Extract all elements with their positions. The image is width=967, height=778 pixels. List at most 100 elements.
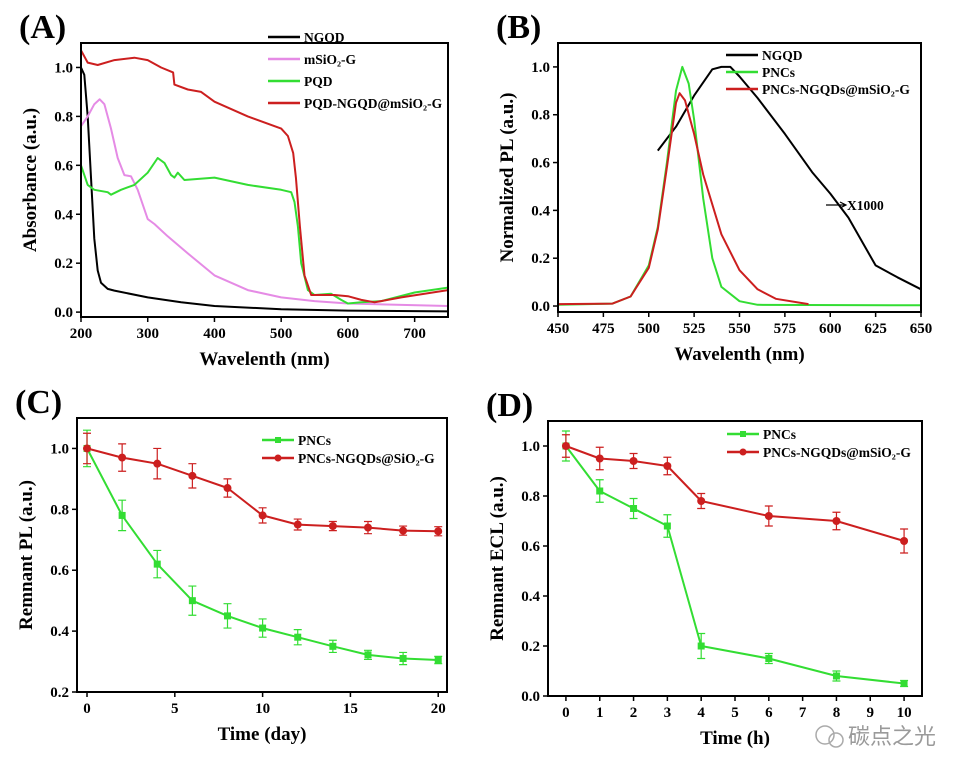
panel-label: (D) bbox=[486, 387, 533, 424]
x-tick-label: 20 bbox=[431, 701, 446, 717]
data-point bbox=[832, 517, 841, 525]
x-tick-label: 400 bbox=[203, 326, 226, 342]
y-tick-label: 0.6 bbox=[54, 158, 73, 174]
x-tick-label: 5 bbox=[731, 705, 739, 721]
x-axis-label: Time (h) bbox=[700, 728, 770, 749]
y-tick-label: 0.8 bbox=[50, 502, 69, 518]
y-tick-label: 0.2 bbox=[531, 251, 550, 267]
legend-marker bbox=[739, 448, 747, 456]
legend-label: PNCs bbox=[763, 427, 796, 442]
legend-label: PNCs-NGQDs@SiO₂-G bbox=[298, 451, 435, 466]
data-point bbox=[561, 442, 570, 450]
panel-c: (C) 0 5 10 15 20 0.2 0.4 0.6 0.8 1.0 Time (day) Remn… bbox=[15, 384, 448, 745]
panel-a: (A) 200 300 400 500 600 700 0.0 0.2 0.4 0.6 0.8 1.0 W… bbox=[19, 9, 449, 370]
plot-area bbox=[81, 49, 448, 313]
x-tick-label: 10 bbox=[897, 705, 912, 721]
y-tick-label: 0.0 bbox=[54, 305, 73, 321]
y-tick-label: 0.2 bbox=[521, 639, 540, 655]
data-point bbox=[434, 527, 443, 536]
plot-area bbox=[558, 65, 921, 307]
y-tick-label: 1.0 bbox=[50, 441, 69, 457]
y-tick-label: 0.6 bbox=[50, 563, 69, 579]
wechat-icon bbox=[815, 725, 835, 745]
x-tick-label: 1 bbox=[596, 705, 604, 721]
legend-marker bbox=[740, 431, 746, 437]
data-point bbox=[118, 511, 126, 519]
x-tick-label: 15 bbox=[343, 701, 358, 717]
y-tick-label: 0.0 bbox=[531, 299, 550, 315]
x-tick-label: 0 bbox=[562, 705, 570, 721]
y-tick-label: 0.2 bbox=[50, 685, 69, 701]
data-point bbox=[663, 462, 672, 470]
y-axis-label: Absorbance (a.u.) bbox=[20, 108, 41, 252]
series-line-3 bbox=[81, 49, 448, 304]
x-tick-label: 9 bbox=[867, 705, 875, 721]
x-tick-label: 600 bbox=[337, 326, 360, 342]
x-tick-label: 500 bbox=[270, 326, 293, 342]
series-line-0 bbox=[657, 65, 921, 291]
x-tick-label: 6 bbox=[765, 705, 773, 721]
x-axis-label: Wavelenth (nm) bbox=[199, 349, 329, 370]
x-tick-label: 8 bbox=[833, 705, 841, 721]
data-point bbox=[364, 651, 372, 659]
data-point bbox=[118, 453, 127, 462]
data-point bbox=[629, 457, 638, 465]
data-point bbox=[294, 633, 302, 641]
y-tick-label: 0.8 bbox=[54, 109, 73, 125]
legend-label: NGQD bbox=[762, 48, 803, 63]
legend-label: PNCs-NGQDs@mSiO₂-G bbox=[763, 445, 911, 460]
data-point bbox=[153, 560, 161, 568]
x-tick-label: 525 bbox=[683, 321, 706, 337]
panel-b: (B) 450 475 500 525 550 575 600 625 650 0.0 0.2 0.4 0… bbox=[496, 9, 932, 365]
data-point bbox=[399, 655, 407, 663]
data-point bbox=[259, 624, 267, 632]
series-line-1 bbox=[81, 98, 448, 307]
series-line-1 bbox=[565, 445, 905, 542]
x-tick-label: 700 bbox=[403, 326, 426, 342]
x-tick-label: 600 bbox=[819, 321, 842, 337]
x-axis-label: Wavelenth (nm) bbox=[674, 344, 804, 365]
panel-label: (B) bbox=[496, 9, 541, 46]
legend-label: PNCs-NGQDs@mSiO₂-G bbox=[762, 82, 910, 97]
data-point bbox=[630, 505, 638, 512]
panel-label: (A) bbox=[19, 9, 66, 46]
data-point bbox=[328, 522, 337, 531]
data-point bbox=[697, 642, 705, 650]
x-tick-label: 300 bbox=[136, 326, 159, 342]
data-point bbox=[832, 672, 840, 680]
y-tick-label: 0.4 bbox=[531, 203, 550, 219]
plot-frame bbox=[547, 420, 923, 697]
data-point bbox=[900, 537, 909, 545]
data-point bbox=[223, 612, 231, 620]
x-axis-label: Time (day) bbox=[218, 724, 307, 745]
x-tick-label: 5 bbox=[171, 701, 179, 717]
data-point bbox=[697, 497, 706, 505]
data-point bbox=[765, 655, 773, 662]
data-point bbox=[188, 471, 197, 480]
series-line-0 bbox=[81, 67, 448, 313]
y-tick-label: 0.4 bbox=[50, 624, 69, 640]
watermark: 碳点之光 bbox=[848, 725, 936, 750]
y-axis-label: Normalized PL (a.u.) bbox=[497, 93, 518, 263]
x-tick-label: 550 bbox=[728, 321, 751, 337]
x-tick-label: 575 bbox=[774, 321, 797, 337]
legend-marker bbox=[275, 437, 281, 443]
y-tick-label: 1.0 bbox=[531, 60, 550, 76]
data-point bbox=[663, 522, 671, 530]
y-tick-label: 1.0 bbox=[521, 439, 540, 455]
data-point bbox=[188, 597, 196, 605]
data-point bbox=[153, 459, 162, 468]
x-tick-label: 500 bbox=[638, 321, 661, 337]
x-tick-label: 475 bbox=[592, 321, 615, 337]
legend-label: NGQD bbox=[304, 30, 345, 45]
x-tick-label: 450 bbox=[547, 321, 570, 337]
data-point bbox=[900, 680, 908, 687]
series-line-2 bbox=[558, 92, 809, 306]
panel-d: (D) 0 1 2 3 4 5 6 7 8 9 10 0.0 0.2 0.4 0.6 0.8 1.0 Time (h… bbox=[486, 387, 923, 749]
y-tick-label: 0.4 bbox=[521, 589, 540, 605]
y-tick-label: 0.0 bbox=[521, 689, 540, 705]
data-point bbox=[399, 526, 408, 535]
y-tick-label: 0.2 bbox=[54, 256, 73, 272]
wechat-icon-bubble bbox=[828, 732, 844, 748]
